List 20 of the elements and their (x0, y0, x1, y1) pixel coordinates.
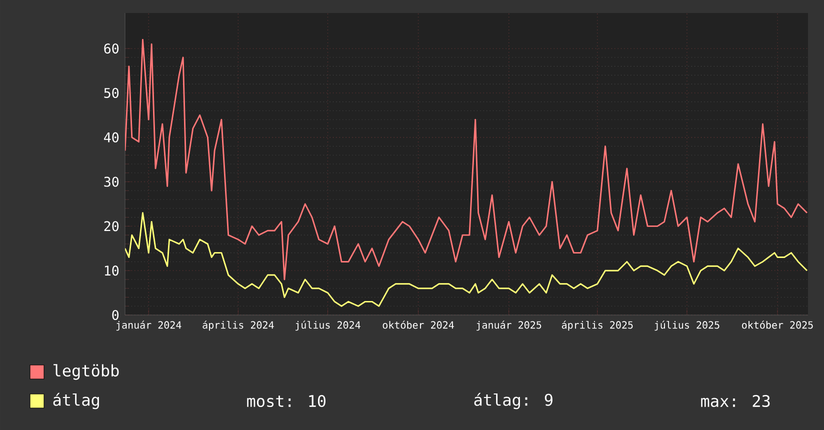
y-tick-label: 20 (104, 221, 119, 232)
text: most: 10 (247, 394, 326, 408)
legend-label: átlag (53, 392, 99, 410)
x-tick-label: április 2025 (562, 320, 633, 331)
text: átlag: 9 (474, 392, 552, 410)
y-tick-label: 40 (104, 132, 119, 142)
x-tick-label: július 2024 (296, 320, 360, 331)
y-tick-label: 10 (104, 266, 119, 276)
y-tick-label: 50 (104, 88, 119, 98)
y-tick-label: 0 (112, 310, 119, 320)
y-tick-label: 60 (104, 43, 119, 54)
x-tick-label: január 2024 (116, 320, 182, 331)
legend-label: legtöbb (54, 364, 119, 380)
x-tick-label: április 2024 (202, 320, 274, 331)
x-tick-label: január 2025 (476, 320, 542, 331)
y-tick-label: 30 (104, 176, 119, 187)
x-tick-label: október 2024 (382, 320, 454, 329)
x-tick-label: július 2025 (654, 320, 720, 331)
text: max: 23 (701, 394, 770, 408)
x-tick-label: október 2025 (742, 320, 813, 329)
